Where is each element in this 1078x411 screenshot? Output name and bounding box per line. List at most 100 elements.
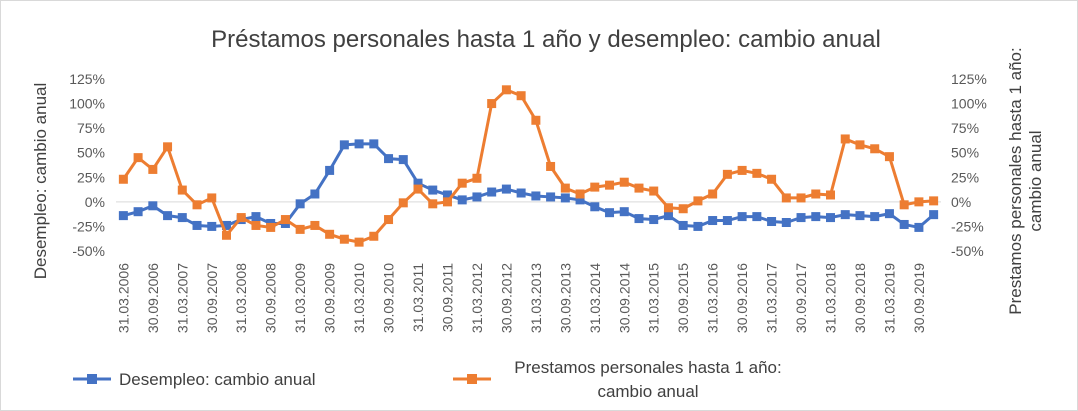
data-point [325,229,335,239]
data-point [413,178,423,188]
data-point [590,202,600,212]
x-tick-label: 30.09.2011 [439,263,455,332]
data-point [531,191,541,201]
left-y-axis: -50% -25% 0% 25% 50% 75% 100% 125% [69,71,105,259]
x-tick-label: 30.09.2016 [734,263,750,333]
x-tick-label: 30.09.2007 [204,263,220,333]
data-point [693,196,703,206]
x-tick-label: 31.03.2017 [764,263,780,333]
data-point [663,211,673,221]
data-point [870,144,880,154]
left-y-axis-title: Desempleo: cambio anual [31,83,50,280]
y-tick-label-right: 75% [951,120,979,136]
y-tick-label-left: 125% [69,71,105,87]
data-point [796,193,806,203]
x-tick-label: 31.03.2006 [115,263,131,333]
y-tick-label-left: -50% [72,243,105,259]
data-point [472,173,482,183]
x-tick-label: 31.03.2015 [646,263,662,333]
data-point [560,193,570,203]
data-point [840,134,850,144]
data-point [310,220,320,230]
data-point [767,217,777,227]
data-point [855,211,865,221]
data-point [398,155,408,165]
data-point [855,140,865,150]
data-point [354,237,364,247]
data-point [148,201,158,211]
data-point [310,189,320,199]
x-tick-label: 30.09.2013 [557,263,573,333]
data-point [884,152,894,162]
data-point [457,178,467,188]
right-y-axis-title-line-2: cambio anual [1026,130,1045,231]
data-point [634,183,644,193]
data-point [384,215,394,225]
data-point [457,195,467,205]
data-point [472,192,482,202]
y-tick-label-left: 0% [85,194,105,210]
legend-item-desempleo: Desempleo: cambio anual [73,370,316,389]
x-tick-label: 30.09.2008 [263,263,279,333]
data-point [531,115,541,125]
x-tick-label: 30.09.2019 [911,263,927,333]
data-point [811,189,821,199]
data-point [398,198,408,208]
data-point [163,211,173,221]
x-tick-label: 31.03.2009 [292,263,308,333]
data-point [722,216,732,226]
right-y-axis-title-line-1: Prestamos personales hasta 1 año: [1006,47,1025,314]
data-point [487,99,497,109]
data-point [737,165,747,175]
legend-label-desempleo: Desempleo: cambio anual [119,370,316,389]
data-point [914,197,924,207]
data-point [339,140,349,150]
y-tick-label-right: 0% [951,194,971,210]
data-point [914,222,924,232]
legend-label-prestamos-line-1: Prestamos personales hasta 1 año: [514,358,781,377]
data-point [840,210,850,220]
data-point [929,196,939,206]
y-tick-label-left: -25% [72,218,105,234]
data-point [413,184,423,194]
data-point [236,213,246,223]
data-point [752,212,762,222]
data-point [752,168,762,178]
data-point [369,231,379,241]
x-tick-label: 31.03.2011 [410,263,426,332]
data-point [251,220,261,230]
data-point [649,186,659,196]
data-point [516,188,526,198]
data-point [575,195,585,205]
data-point [929,210,939,220]
data-point [663,203,673,213]
data-point [118,211,128,221]
data-point [678,204,688,214]
data-point [163,142,173,152]
data-point [516,91,526,101]
x-tick-label: 30.09.2018 [852,263,868,333]
right-y-axis-title: Prestamos personales hasta 1 año: cambio… [1006,47,1045,314]
y-tick-label-right: 125% [951,71,987,87]
x-tick-label: 31.03.2010 [351,263,367,333]
data-point [501,184,511,194]
data-point [811,212,821,222]
data-point [192,220,202,230]
x-tick-label: 30.09.2006 [145,263,161,333]
data-point [428,199,438,209]
legend-marker-desempleo [87,374,97,384]
data-point [118,174,128,184]
y-tick-label-left: 25% [77,169,105,185]
x-tick-label: 31.03.2007 [174,263,190,333]
data-point [619,207,629,217]
x-tick-label: 31.03.2008 [233,263,249,333]
data-point [339,234,349,244]
legend-label-prestamos-line-2: cambio anual [597,382,698,401]
y-tick-label-right: 25% [951,169,979,185]
data-point [207,221,217,231]
data-point [575,189,585,199]
data-point [428,185,438,195]
x-tick-label: 31.03.2018 [823,263,839,333]
